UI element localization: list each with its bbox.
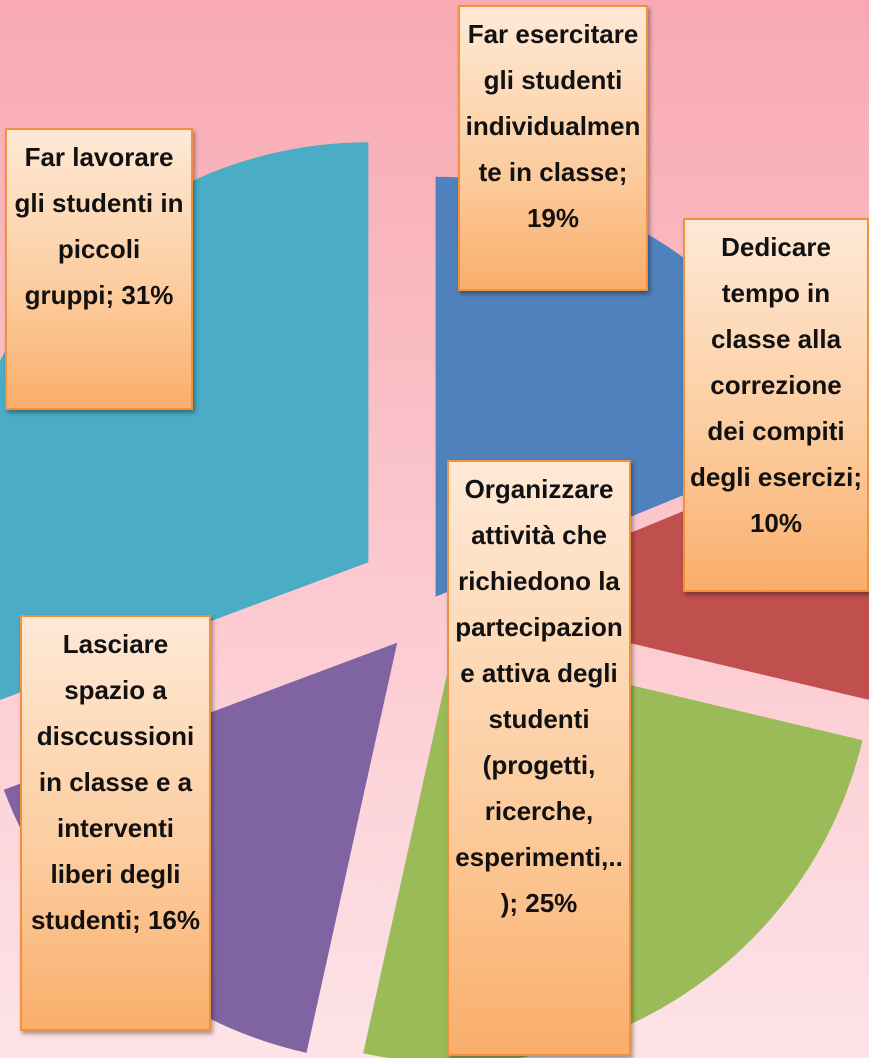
data-label: Far lavorare gli studenti in piccoli gru…	[5, 128, 193, 410]
category-label: Far esercitare gli studenti individualme…	[465, 19, 641, 187]
category-label: Dedicare tempo in classe alla correzione…	[690, 232, 862, 492]
value-label: 31%	[121, 280, 174, 310]
data-label: Lasciare spazio a disccussioni in classe…	[20, 615, 211, 1031]
value-label: 16%	[147, 905, 201, 935]
value-label: 25%	[525, 888, 578, 918]
category-label: Organizzare attività che richiedono la p…	[455, 474, 623, 918]
data-label: Organizzare attività che richiedono la p…	[447, 460, 631, 1056]
category-label: Far lavorare gli studenti in piccoli gru…	[14, 142, 184, 310]
value-label: 19%	[526, 203, 580, 233]
data-label: Dedicare tempo in classe alla correzione…	[683, 218, 869, 592]
value-label: 10%	[749, 508, 803, 538]
category-label: Lasciare spazio a disccussioni in classe…	[30, 629, 195, 935]
data-label: Far esercitare gli studenti individualme…	[458, 5, 648, 291]
